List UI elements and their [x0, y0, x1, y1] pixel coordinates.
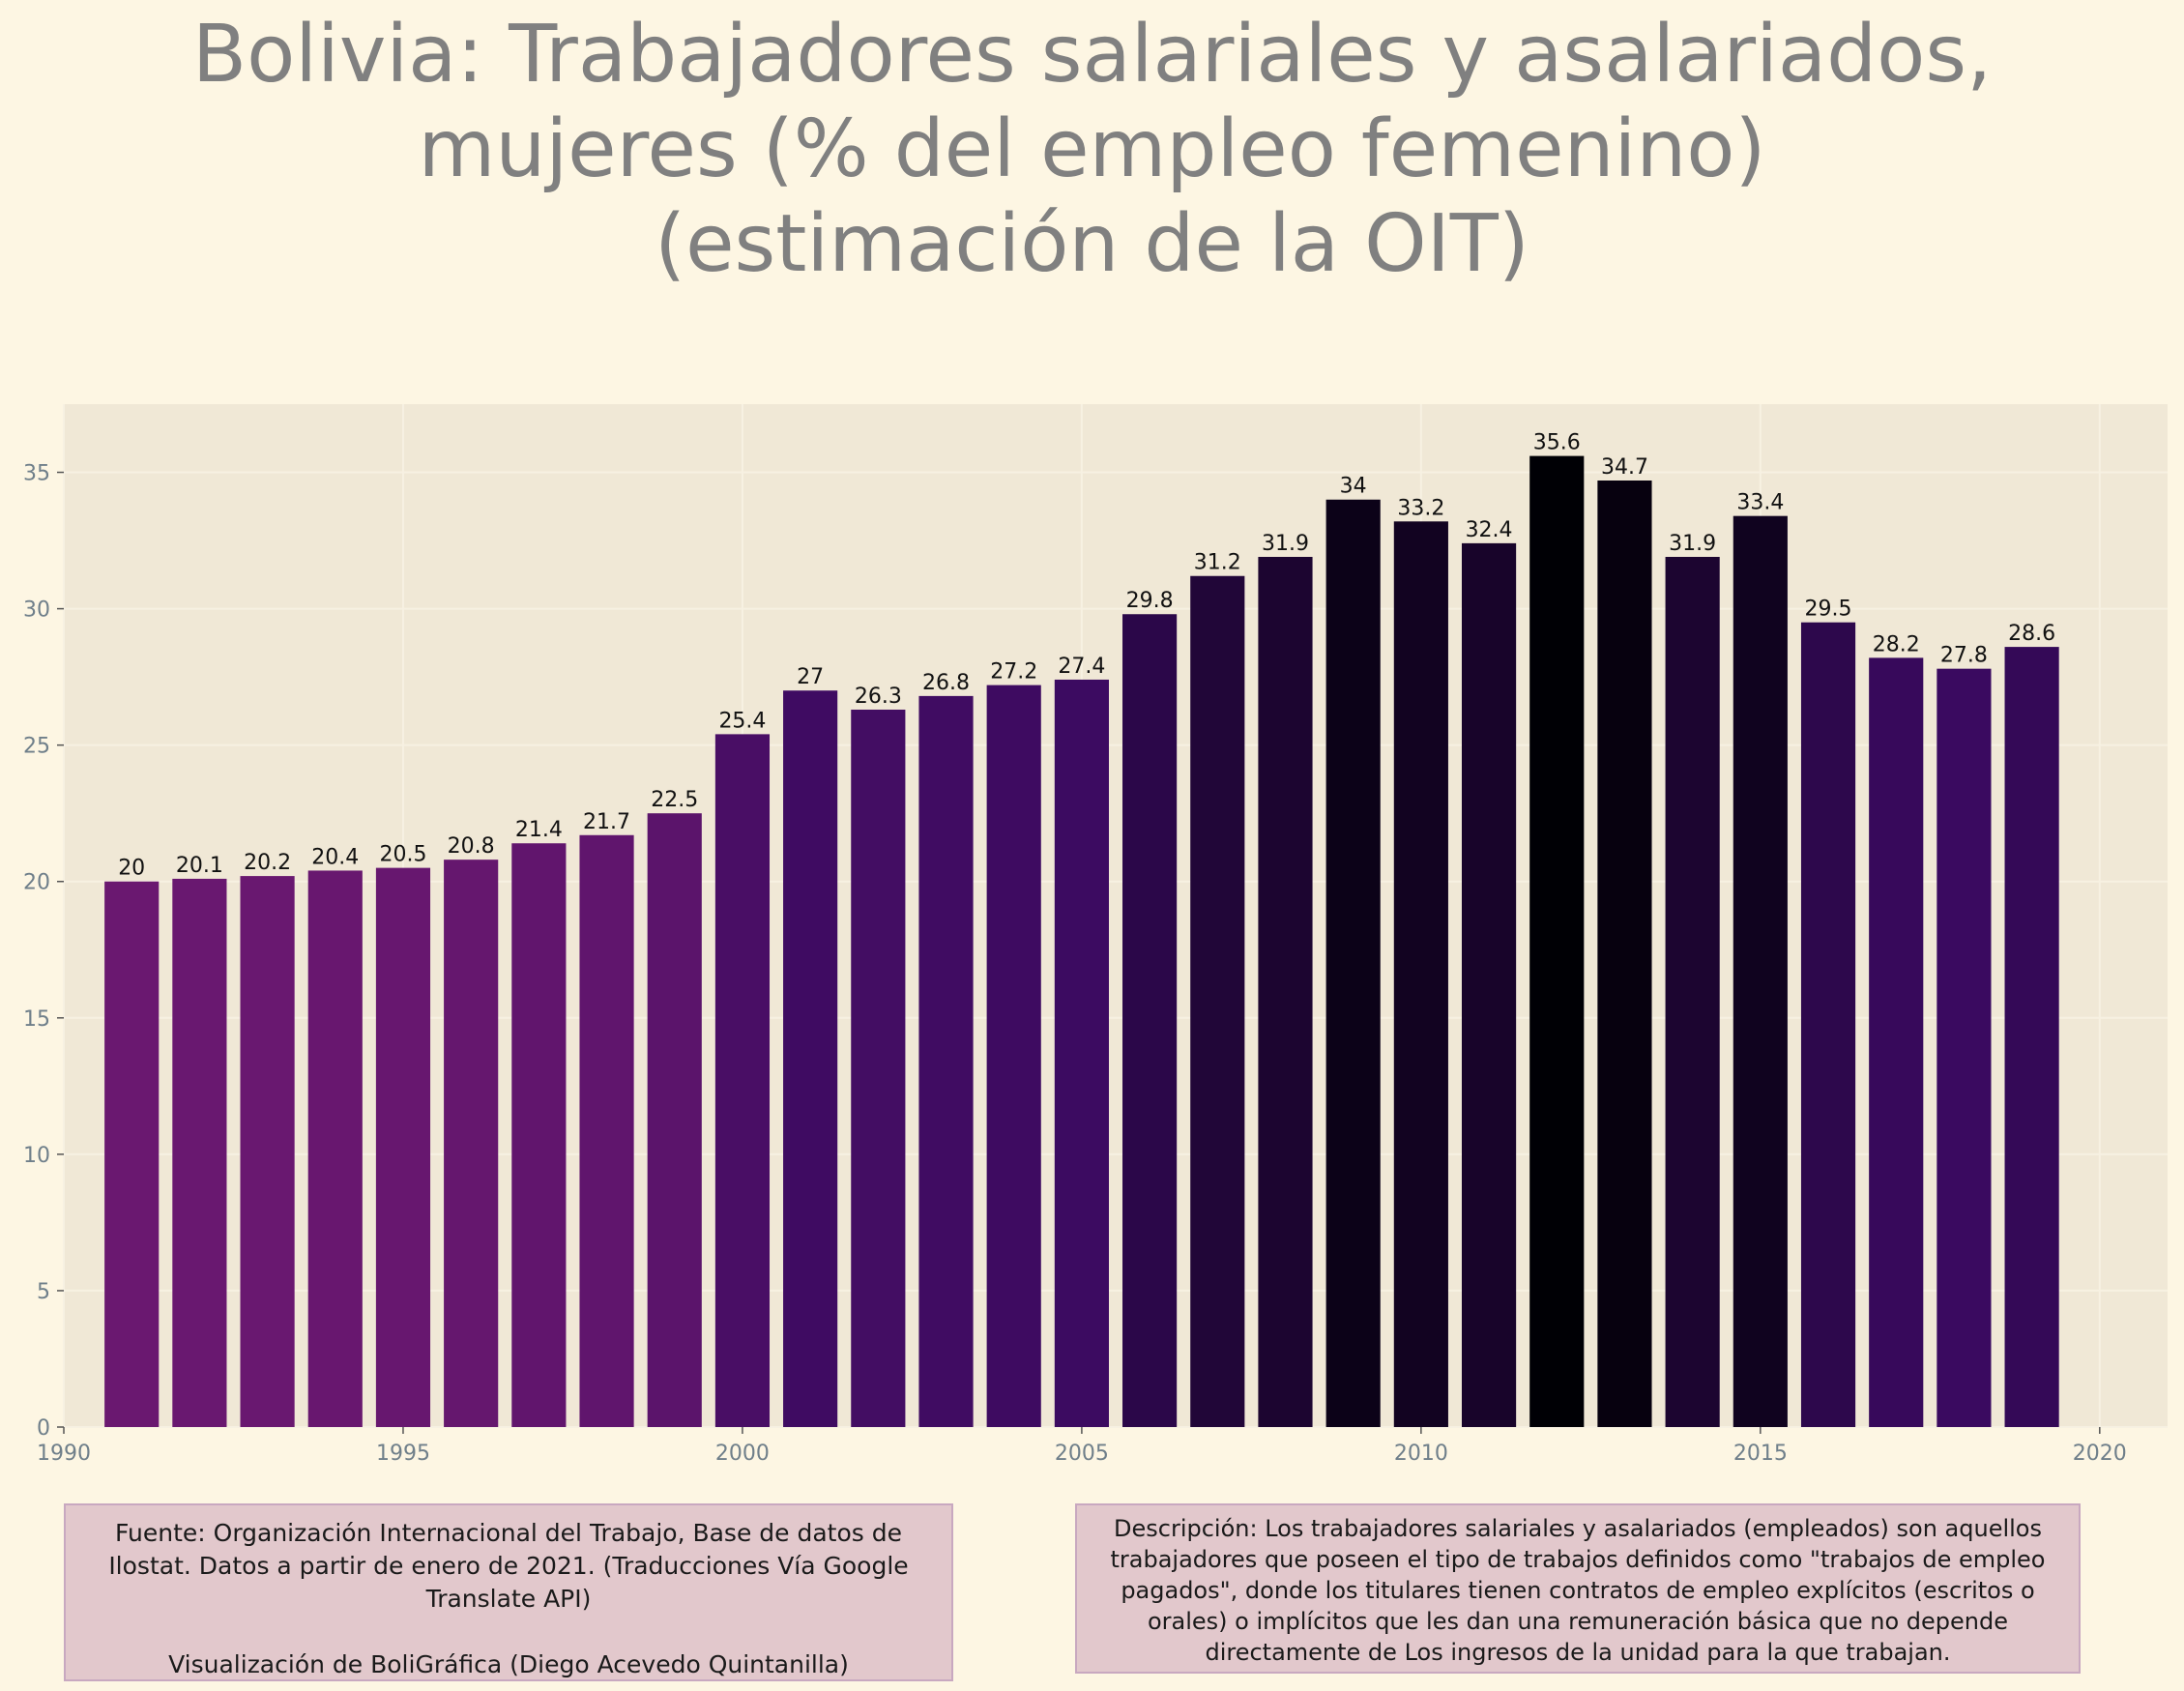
bar-1996	[444, 860, 499, 1427]
data-label-1992: 20.1	[176, 854, 223, 878]
data-label-1995: 20.5	[379, 843, 426, 867]
bar-2000	[714, 734, 771, 1427]
bar-1998	[579, 834, 634, 1427]
data-label-2007: 31.2	[1194, 551, 1241, 575]
source-note-text: Fuente: Organización Internacional del T…	[108, 1519, 909, 1613]
data-label-2014: 31.9	[1669, 532, 1716, 556]
data-label-2009: 34	[1340, 475, 1367, 499]
x-tick-label-4: 2010	[1394, 1442, 1448, 1466]
bar-1994	[307, 870, 363, 1427]
data-label-2016: 29.5	[1805, 598, 1852, 622]
y-tick-label-7: 35	[23, 462, 50, 486]
data-label-1993: 20.2	[244, 851, 291, 875]
bar-1997	[511, 843, 567, 1427]
y-tick-label-0: 0	[37, 1416, 50, 1441]
data-label-2008: 31.9	[1262, 532, 1309, 556]
description-text: Descripción: Los trabajadores salariales…	[1110, 1515, 2046, 1666]
x-tick-label-1: 1995	[376, 1442, 430, 1466]
bar-2004	[986, 685, 1041, 1427]
data-label-2000: 25.4	[718, 709, 766, 733]
x-tick-label-5: 2015	[1733, 1442, 1788, 1466]
bar-2018	[1936, 668, 1992, 1427]
data-label-2018: 27.8	[1940, 644, 1988, 668]
bar-2003	[918, 695, 974, 1427]
data-label-1998: 21.7	[583, 810, 630, 834]
source-note-box: Fuente: Organización Internacional del T…	[64, 1503, 953, 1681]
bar-2001	[783, 690, 838, 1427]
bar-2002	[851, 709, 906, 1427]
bar-2009	[1325, 499, 1381, 1427]
data-label-2010: 33.2	[1397, 496, 1444, 520]
data-label-2013: 34.7	[1601, 455, 1648, 480]
chart-title-line-3: (estimación de la OIT)	[655, 198, 1529, 290]
x-tick-label-3: 2005	[1055, 1442, 1109, 1466]
data-label-1994: 20.4	[311, 845, 359, 869]
y-tick-label-2: 10	[23, 1144, 50, 1168]
bar-2019	[2004, 647, 2059, 1427]
x-tick-label-6: 2020	[2073, 1442, 2127, 1466]
bar-2011	[1461, 542, 1517, 1427]
data-label-1999: 22.5	[651, 788, 698, 812]
y-tick-label-3: 15	[23, 1007, 50, 1032]
data-label-2001: 27	[797, 665, 824, 689]
data-label-2012: 35.6	[1533, 431, 1581, 455]
y-tick-label-1: 5	[37, 1280, 50, 1304]
bar-2005	[1054, 679, 1109, 1427]
data-label-2003: 26.8	[922, 671, 970, 695]
source-credit-text: Visualización de BoliGráfica (Diego Acev…	[168, 1650, 849, 1678]
data-label-2019: 28.6	[2008, 622, 2055, 646]
bar-chart: 20 20.1 20.2 20.4 20.5 20.8 21.4 21.7 22.5 25.4 27…	[23, 404, 2168, 1466]
chart-title: Bolivia: Trabajadores salariales y asala…	[0, 0, 2184, 292]
bar-2008	[1258, 556, 1313, 1427]
data-label-2015: 33.4	[1736, 491, 1784, 515]
data-label-2005: 27.4	[1058, 655, 1105, 679]
bar-2013	[1597, 480, 1652, 1428]
data-label-2011: 32.4	[1466, 518, 1513, 542]
x-tick-label-0: 1990	[37, 1442, 91, 1466]
data-label-1996: 20.8	[448, 834, 495, 859]
bar-2010	[1393, 521, 1448, 1427]
data-label-2004: 27.2	[990, 660, 1037, 685]
bar-2016	[1800, 622, 1856, 1427]
y-tick-label-5: 25	[23, 735, 50, 759]
bar-2007	[1190, 575, 1245, 1427]
data-label-1991: 20	[118, 857, 145, 881]
bar-1991	[104, 881, 160, 1427]
chart-title-line-2: mujeres (% del empleo femenino)	[418, 103, 1766, 195]
description-box: Descripción: Los trabajadores salariales…	[1075, 1503, 2081, 1674]
x-tick-label-2: 2000	[715, 1442, 770, 1466]
y-tick-label-4: 20	[23, 871, 50, 895]
bar-1992	[172, 878, 227, 1427]
data-label-2002: 26.3	[855, 685, 902, 709]
bar-2015	[1733, 515, 1788, 1427]
bar-2014	[1665, 556, 1720, 1427]
bar-1999	[647, 813, 702, 1427]
bar-2006	[1122, 614, 1178, 1427]
bar-2012	[1529, 455, 1585, 1427]
chart-title-line-1: Bolivia: Trabajadores salariales y asala…	[191, 9, 1993, 101]
data-label-2006: 29.8	[1126, 589, 1174, 613]
data-label-1997: 21.4	[515, 818, 563, 842]
bar-1993	[240, 876, 295, 1427]
y-tick-label-6: 30	[23, 598, 50, 623]
bar-1995	[375, 867, 431, 1427]
data-label-2017: 28.2	[1873, 632, 1920, 656]
bar-2017	[1869, 657, 1924, 1427]
